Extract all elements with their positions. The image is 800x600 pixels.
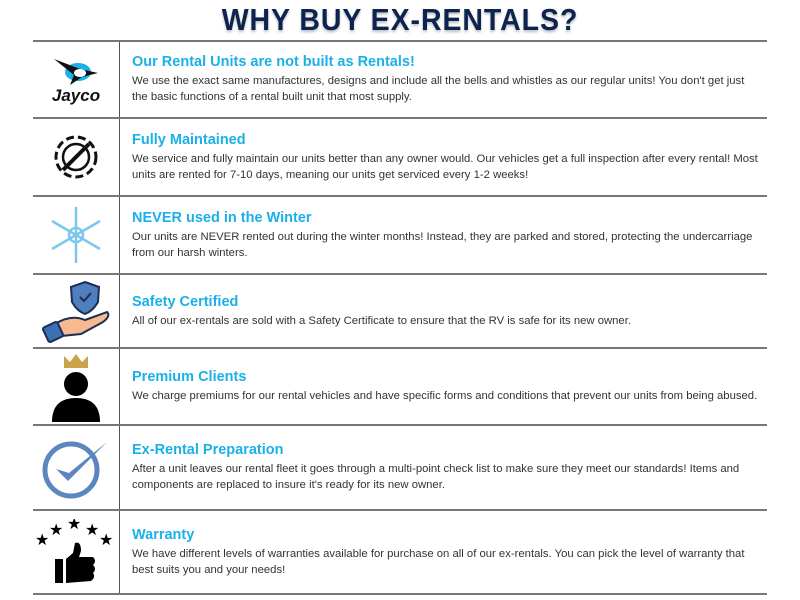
- svg-text:★: ★: [35, 530, 49, 549]
- svg-text:★: ★: [67, 519, 81, 533]
- feature-row: Safety Certified All of our ex-rentals ar…: [33, 273, 767, 347]
- svg-text:★: ★: [49, 520, 63, 539]
- feature-body: After a unit leaves our rental fleet it …: [132, 463, 740, 491]
- feature-row: Fully Maintained We service and fully mai…: [33, 117, 767, 195]
- snowflake-icon: [33, 197, 120, 273]
- feature-heading: Warranty: [132, 526, 195, 543]
- feature-heading: Premium Clients: [132, 369, 247, 385]
- feature-heading: Our Rental Units are not built as Rental…: [132, 54, 415, 70]
- crowned-person-icon: [33, 349, 120, 424]
- shield-hand-icon: [33, 275, 120, 347]
- svg-text:★: ★: [99, 530, 113, 549]
- feature-body: We use the exact same manufactures, desi…: [132, 75, 745, 103]
- svg-text:Jayco: Jayco: [52, 86, 100, 105]
- feature-row: NEVER used in the Winter Our units are NE…: [33, 195, 767, 273]
- feature-body: We service and fully maintain our units …: [132, 152, 758, 181]
- gear-wrench-icon: [33, 119, 120, 195]
- feature-body: We charge premiums for our rental vehicl…: [132, 390, 758, 402]
- feature-heading: Fully Maintained: [132, 131, 246, 148]
- feature-row: ★ ★ ★ ★ ★ Warranty We have different levels o…: [33, 509, 767, 595]
- feature-heading: Ex-Rental Preparation: [132, 442, 284, 458]
- feature-row: Premium Clients We charge premiums for ou…: [33, 347, 767, 424]
- page-title: WHY BUY EX-RENTALS?: [221, 2, 579, 37]
- svg-text:★: ★: [85, 520, 99, 539]
- jayco-logo: Jayco: [33, 42, 120, 117]
- features-table: Jayco Our Rental Units are not built as …: [33, 40, 767, 595]
- feature-body: We have different levels of warranties a…: [132, 547, 745, 576]
- feature-body: Our units are NEVER rented out during th…: [132, 230, 753, 259]
- feature-body: All of our ex-rentals are sold with a Sa…: [132, 314, 631, 327]
- check-circle-icon: [33, 426, 120, 509]
- feature-row: Jayco Our Rental Units are not built as …: [33, 40, 767, 117]
- feature-heading: Safety Certified: [132, 293, 239, 310]
- feature-row: Ex-Rental Preparation After a unit leaves…: [33, 424, 767, 509]
- feature-heading: NEVER used in the Winter: [132, 209, 312, 226]
- thumbs-up-stars-icon: ★ ★ ★ ★ ★: [33, 511, 120, 593]
